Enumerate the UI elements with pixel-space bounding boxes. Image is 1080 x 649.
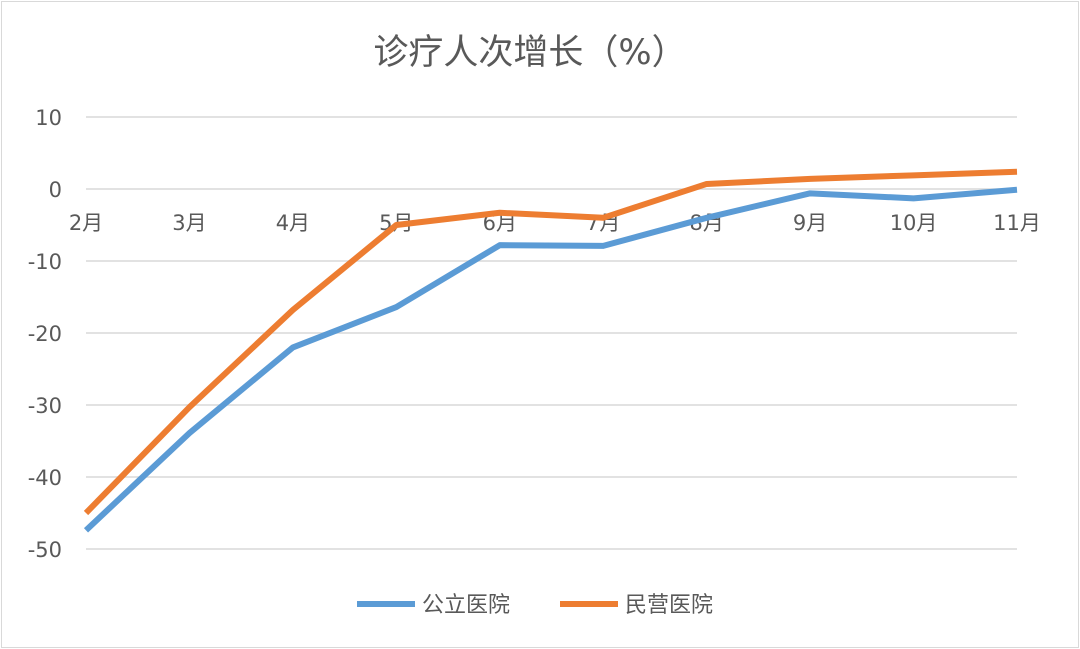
y-tick-label: -30 (28, 394, 62, 418)
y-tick-label: -10 (28, 250, 62, 274)
chart-title: 诊疗人次增长（%） (373, 33, 686, 73)
series-line-1 (83, 168, 1018, 516)
legend-label-private: 民营医院 (625, 593, 713, 618)
x-tick-label: 3月 (172, 211, 206, 235)
x-tick-label: 2月 (69, 211, 103, 235)
y-tick-label: -50 (28, 538, 62, 562)
y-tick-label: -40 (28, 466, 62, 490)
y-tick-label: 0 (49, 178, 62, 202)
legend-label-public: 公立医院 (422, 593, 510, 618)
x-tick-label: 11月 (993, 211, 1041, 235)
x-tick-label: 10月 (890, 211, 938, 235)
y-tick-label: -20 (28, 322, 62, 346)
series-line-0 (83, 186, 1018, 533)
x-tick-label: 4月 (276, 211, 310, 235)
x-tick-label: 9月 (793, 211, 827, 235)
y-tick-label: 10 (35, 106, 62, 130)
